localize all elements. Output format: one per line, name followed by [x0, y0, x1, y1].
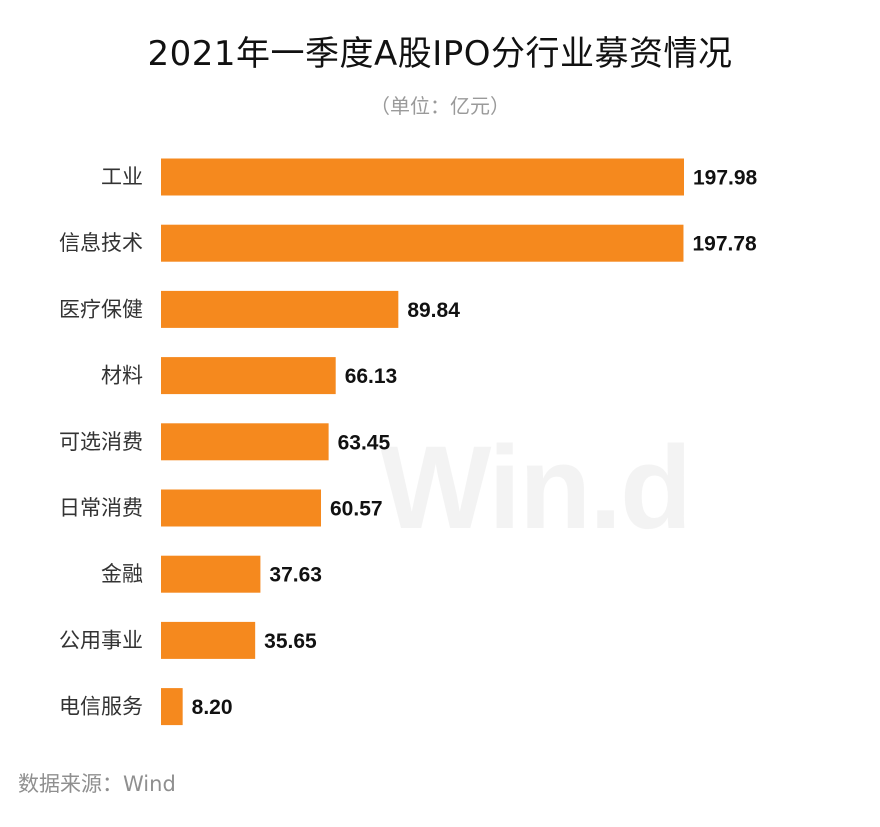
bar: [161, 158, 684, 196]
category-label: 日常消费: [59, 496, 143, 520]
value-label: 35.65: [264, 630, 317, 653]
source-note: 数据来源：Wind: [18, 772, 176, 796]
category-label: 医疗保健: [59, 297, 143, 321]
value-label: 197.78: [692, 233, 757, 256]
chart-title: 2021年一季度A股IPO分行业募资情况: [147, 34, 733, 74]
category-label: 工业: [101, 165, 143, 189]
value-label: 8.20: [192, 696, 233, 719]
value-label: 89.84: [407, 299, 460, 322]
value-label: 66.13: [345, 365, 398, 388]
value-label: 37.63: [269, 564, 322, 587]
category-label: 信息技术: [59, 231, 143, 255]
category-label: 公用事业: [59, 628, 143, 652]
value-label: 197.98: [693, 167, 758, 190]
category-label: 材料: [101, 364, 143, 388]
bar: [161, 423, 329, 461]
bar: [161, 688, 183, 726]
category-label: 可选消费: [59, 430, 143, 454]
chart-subtitle: （单位：亿元）: [370, 94, 510, 118]
bar: [161, 489, 322, 527]
category-label: 金融: [101, 562, 143, 586]
bar: [161, 224, 684, 262]
bar: [161, 357, 336, 395]
bar-chart: 工业 197.98 信息技术 197.78 医疗保健 89.84 材料 66.13 可选消费 63…: [59, 158, 758, 726]
bar: [161, 621, 256, 659]
value-label: 63.45: [338, 431, 391, 454]
category-label: 电信服务: [59, 695, 143, 719]
value-label: 60.57: [330, 498, 383, 521]
bar: [161, 555, 261, 593]
bar: [161, 290, 399, 328]
